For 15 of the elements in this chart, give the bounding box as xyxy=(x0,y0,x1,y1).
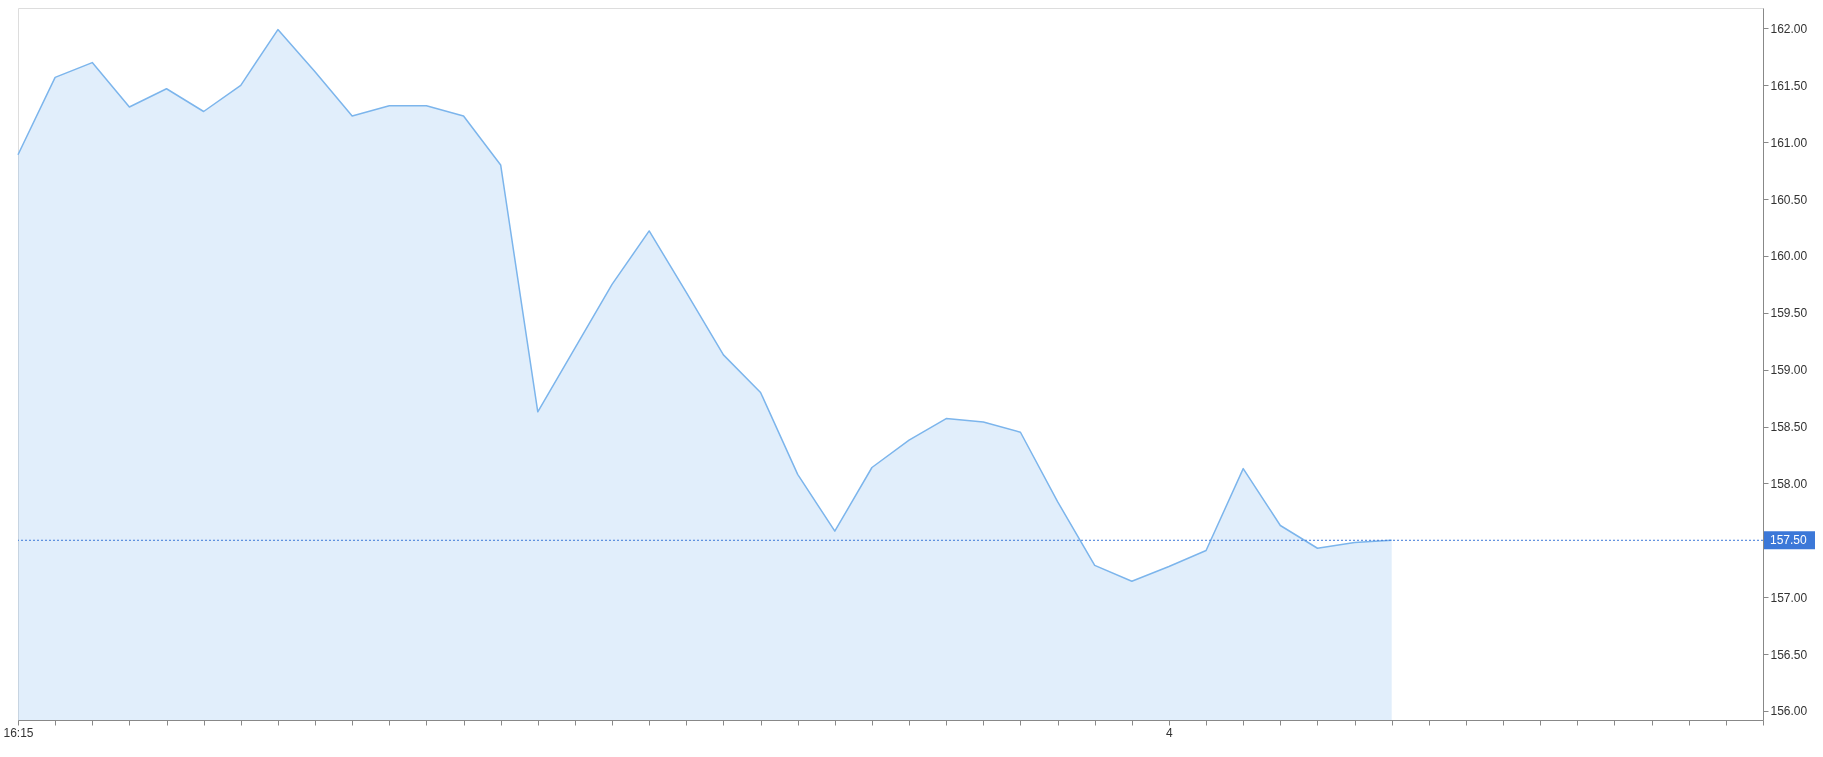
x-tick-label: 16:15 xyxy=(3,725,34,740)
y-tick-label: 158.50 xyxy=(1770,420,1808,435)
y-tick-label: 157.00 xyxy=(1770,590,1808,605)
y-tick-label: 159.00 xyxy=(1770,363,1808,378)
y-tick-label: 158.00 xyxy=(1770,476,1808,491)
y-tick-label: 162.00 xyxy=(1770,21,1808,36)
y-tick-label: 156.00 xyxy=(1770,704,1808,719)
y-tick-label: 161.50 xyxy=(1770,78,1808,93)
x-tick-label: 4 xyxy=(1166,725,1174,740)
ref-line-label: 157.50 xyxy=(1770,533,1808,548)
y-tick-label: 160.00 xyxy=(1770,249,1808,264)
y-tick-label: 156.50 xyxy=(1770,647,1808,662)
y-tick-label: 160.50 xyxy=(1770,192,1808,207)
y-tick-label: 159.50 xyxy=(1770,306,1808,321)
y-tick-label: 161.00 xyxy=(1770,135,1808,150)
